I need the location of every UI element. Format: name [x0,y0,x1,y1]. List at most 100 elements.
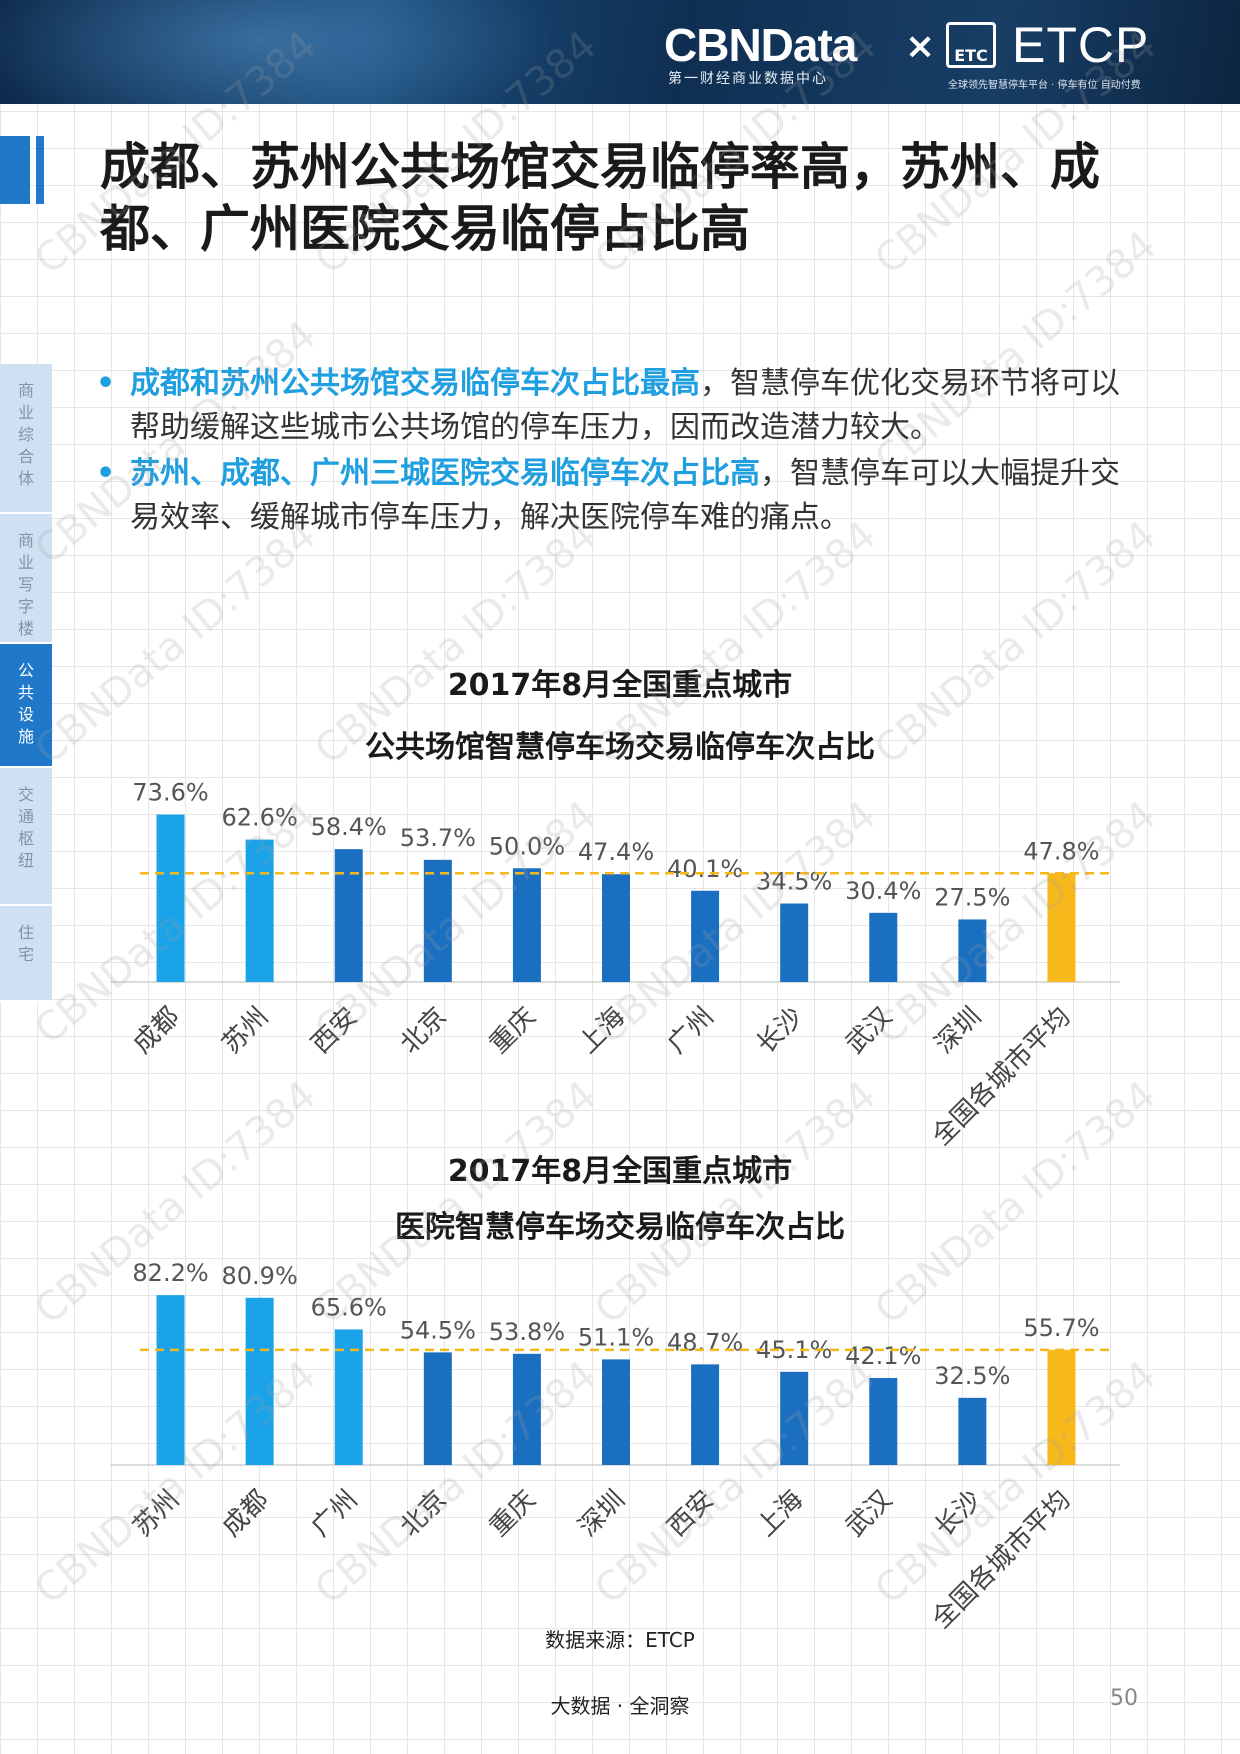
bullet-item: • 苏州、成都、广州三城医院交易临停车次占比高，智慧停车可以大幅提升交易效率、缓… [96,452,1136,540]
bar-4 [512,868,541,982]
chart2-subtitle: 医院智慧停车场交易临停车次占比 [395,1210,845,1245]
category-label-0: 苏州 [128,1485,186,1543]
sidebar-item-label: 公共设施 [17,661,34,746]
data-label-4: 50.0% [489,832,565,860]
category-label-0: 成都 [128,1002,186,1060]
bar-1 [245,1297,274,1465]
bar-0 [156,1295,185,1465]
data-label-5: 47.4% [578,838,654,866]
bar-10 [1047,873,1076,982]
footer-slogan: 大数据 · 全洞察 [550,1694,690,1718]
bar-8 [869,1377,898,1465]
data-source: 数据来源：ETCP [545,1628,695,1652]
bar-4 [512,1353,541,1465]
sidebar-item-0[interactable]: 商业综合体 [0,364,52,514]
category-label-8: 武汉 [840,1002,898,1060]
data-label-10: 55.7% [1023,1314,1099,1342]
bar-1 [245,839,274,982]
data-label-1: 80.9% [222,1262,298,1290]
data-label-7: 34.5% [756,868,832,896]
summary-bullets: • 成都和苏州公共场馆交易临停车次占比最高，智慧停车优化交易环节将可以帮助缓解这… [96,362,1136,542]
etc-logo-icon: ETC [946,22,996,68]
bar-7 [780,1371,809,1465]
data-label-10: 47.8% [1023,837,1099,865]
bar-5 [602,1359,630,1465]
category-label-1: 苏州 [217,1002,275,1060]
data-label-3: 53.7% [400,824,476,852]
category-label-5: 上海 [573,1002,631,1060]
side-navigation: 商业综合体商业写字楼公共设施交通枢纽住宅 [0,364,52,1002]
data-label-0: 73.6% [132,779,208,807]
sidebar-item-4[interactable]: 住宅 [0,906,52,1002]
data-label-1: 62.6% [222,804,298,832]
public-venue-bar-chart: 73.6% 成都 62.6% 苏州 58.4% 西安 53.7% 北京 50.0% 重庆 47.4%… [110,779,1120,1152]
bar-7 [780,903,809,982]
bar-3 [423,1352,452,1465]
data-label-0: 82.2% [132,1259,208,1287]
sidebar-item-label: 住宅 [17,923,34,964]
category-label-4: 重庆 [484,1485,542,1543]
chart1-subtitle: 公共场馆智慧停车场交易临停车次占比 [365,730,875,765]
bullet-item: • 成都和苏州公共场馆交易临停车次占比最高，智慧停车优化交易环节将可以帮助缓解这… [96,362,1136,450]
bullet-highlight: 成都和苏州公共场馆交易临停车次占比最高 [130,366,700,401]
bullet-dot-icon: • [96,456,116,491]
cbndata-logo: CBNData [664,19,857,71]
cbndata-subtitle: 第一财经商业数据中心 [668,71,828,87]
bullet-text: ，智慧停车可以大幅提升交易效率、缓解城市停车压力，解决医院停车难的痛点。 [130,456,1120,535]
category-label-7: 长沙 [751,1002,809,1060]
header-glow [0,0,560,104]
category-label-4: 重庆 [484,1002,542,1060]
bar-3 [423,859,452,982]
bar-10 [1047,1349,1076,1465]
page-title: 成都、苏州公共场馆交易临停率高，苏州、成都、广州医院交易临停占比高 [100,138,1100,258]
bar-9 [958,1397,987,1465]
title-accent-bar-thin [36,136,44,204]
sidebar-item-label: 商业写字楼 [17,531,34,638]
bar-2 [334,1329,363,1465]
category-label-9: 长沙 [929,1485,987,1543]
category-label-6: 西安 [662,1485,720,1543]
sidebar-item-2[interactable]: 公共设施 [0,644,52,768]
category-label-3: 北京 [395,1485,453,1543]
etcp-logo: ETCP [1012,17,1150,73]
bar-5 [602,874,630,982]
bar-6 [691,1364,720,1465]
etcp-subtitle: 全球领先智慧停车平台 · 停车有位 自动付费 [948,80,1141,91]
bar-6 [691,890,720,982]
chart1-title: 2017年8月全国重点城市 [447,668,793,703]
sidebar-item-label: 交通枢纽 [17,785,34,870]
data-label-5: 51.1% [578,1323,654,1351]
category-label-8: 武汉 [840,1485,898,1543]
sidebar-item-1[interactable]: 商业写字楼 [0,514,52,644]
data-label-6: 40.1% [667,855,743,883]
category-label-3: 北京 [395,1002,453,1060]
page-number: 50 [1110,1686,1138,1711]
category-label-1: 成都 [217,1485,275,1543]
category-label-2: 广州 [306,1485,364,1543]
bullet-dot-icon: • [96,366,116,401]
hospital-bar-chart: 82.2% 苏州 80.9% 成都 65.6% 广州 54.5% 北京 53.8% 重庆 51.1%… [110,1259,1120,1635]
bar-9 [958,919,987,982]
category-label-5: 深圳 [573,1485,631,1543]
title-accent-bar [0,136,30,204]
data-label-9: 27.5% [934,883,1010,911]
data-label-6: 48.7% [667,1328,743,1356]
bar-0 [156,814,185,982]
data-label-8: 30.4% [845,877,921,905]
bar-2 [334,849,363,982]
data-label-2: 58.4% [311,813,387,841]
header-banner: CBNData 第一财经商业数据中心 × ETC ETCP 全球领先智慧停车平台… [0,0,1240,104]
data-label-3: 54.5% [400,1316,476,1344]
logo-separator: × [905,26,936,67]
sidebar-item-label: 商业综合体 [17,381,34,488]
bar-8 [869,912,898,982]
category-label-7: 上海 [751,1485,809,1543]
data-label-8: 42.1% [845,1342,921,1370]
sidebar-item-3[interactable]: 交通枢纽 [0,768,52,906]
chart2-title: 2017年8月全国重点城市 [447,1154,793,1189]
category-label-6: 广州 [662,1002,720,1060]
category-label-9: 深圳 [929,1002,987,1060]
bullet-highlight: 苏州、成都、广州三城医院交易临停车次占比高 [130,456,760,491]
data-label-2: 65.6% [311,1293,387,1321]
bullet-text: ，智慧停车优化交易环节将可以帮助缓解这些城市公共场馆的停车压力，因而改造潜力较大… [130,366,1120,445]
